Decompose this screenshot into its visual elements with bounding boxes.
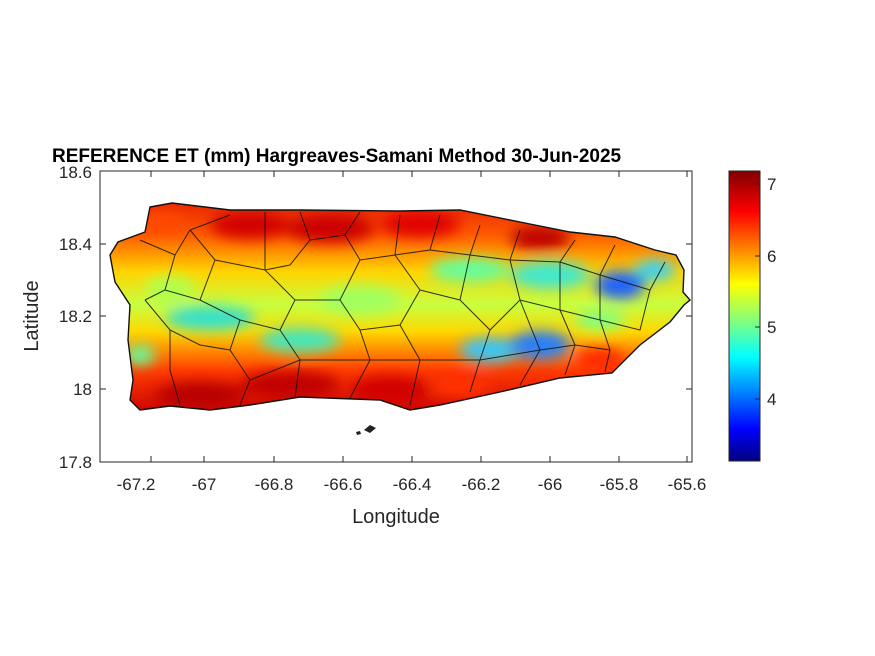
colorbar: 7 6 5 4: [728, 170, 776, 462]
x-tick-label: -67.2: [117, 475, 156, 494]
y-tick-label: 18.2: [59, 307, 92, 326]
island-et-map: [109, 202, 691, 435]
colorbar-tick-label: 4: [767, 390, 776, 409]
x-tick-label: -66: [538, 475, 563, 494]
x-tick-label: -66.6: [324, 475, 363, 494]
x-axis: -67.2 -67 -66.8 -66.6 -66.4 -66.2 -66 -6…: [117, 171, 707, 528]
colorbar-tick-label: 6: [767, 247, 776, 266]
y-tick-label: 18.4: [59, 235, 92, 254]
x-tick-label: -66.2: [462, 475, 501, 494]
chart-title: REFERENCE ET (mm) Hargreaves-Samani Meth…: [52, 146, 622, 167]
x-axis-label: Longitude: [352, 506, 440, 528]
y-tick-label: 17.8: [59, 453, 92, 472]
x-tick-label: -65.6: [668, 475, 707, 494]
x-tick-label: -66.8: [255, 475, 294, 494]
y-axis: 18.6 18.4 18.2 18 17.8 Latitude: [21, 163, 692, 472]
y-tick-label: 18: [73, 380, 92, 399]
colorbar-gradient: [728, 170, 761, 462]
y-axis-label: Latitude: [21, 280, 43, 351]
colorbar-tick-label: 7: [767, 175, 776, 194]
islet: [364, 425, 376, 433]
x-tick-label: -67: [192, 475, 217, 494]
x-tick-label: -66.4: [393, 475, 432, 494]
x-tick-label: -65.8: [600, 475, 639, 494]
coastline: [109, 202, 691, 411]
colorbar-tick-label: 5: [767, 318, 776, 337]
y-tick-label: 18.6: [59, 163, 92, 182]
